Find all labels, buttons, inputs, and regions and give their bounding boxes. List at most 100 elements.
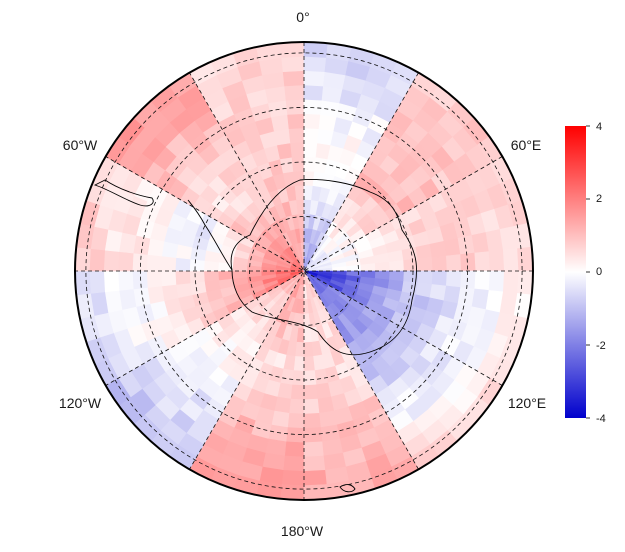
anomaly-field	[75, 42, 533, 500]
field-cell	[103, 270, 120, 293]
colorbar-tick-label: 4	[596, 121, 603, 133]
lon-label-60w: 60°W	[62, 137, 98, 153]
field-cell	[279, 42, 305, 58]
field-cell	[88, 248, 106, 272]
lon-label-0: 0°	[296, 9, 310, 25]
field-cell	[203, 260, 219, 272]
field-cell	[303, 141, 318, 158]
field-cell	[146, 270, 163, 288]
field-cell	[303, 455, 326, 472]
latitude-circle	[249, 216, 359, 326]
field-cell	[303, 370, 317, 386]
field-cell	[282, 70, 305, 87]
latitude-circle	[194, 161, 414, 381]
field-cell	[445, 270, 462, 288]
field-cell	[517, 246, 533, 272]
field-cell	[288, 398, 305, 415]
colorbar-ticks	[586, 125, 590, 419]
field-cell	[131, 270, 148, 290]
field-cell	[296, 199, 305, 215]
colorbar-tick-label: -2	[596, 340, 606, 352]
field-cell	[360, 263, 376, 272]
map-border	[74, 41, 534, 501]
field-cell	[285, 98, 305, 115]
field-cell	[417, 257, 434, 272]
field-cell	[303, 327, 312, 343]
field-cell	[417, 270, 434, 285]
meridian-line	[189, 72, 419, 470]
field-cell	[117, 270, 134, 291]
field-cell	[303, 427, 323, 444]
field-cell	[303, 70, 326, 87]
field-cell	[303, 341, 314, 358]
field-cell	[317, 396, 335, 414]
field-cell	[431, 255, 448, 272]
field-cell	[276, 142, 293, 160]
field-cell	[232, 270, 248, 279]
field-cell	[217, 270, 234, 281]
field-cell	[474, 270, 491, 291]
field-cell	[303, 484, 329, 500]
field-cell	[315, 382, 332, 400]
field-cell	[131, 252, 148, 272]
field-cell	[281, 469, 305, 487]
field-cell	[429, 240, 447, 258]
colorbar-gradient	[565, 126, 586, 418]
field-cell	[146, 254, 163, 272]
latitude-circle	[139, 106, 469, 436]
field-cell	[117, 251, 134, 272]
field-cell	[174, 270, 191, 285]
lon-label-120e: 120°E	[507, 395, 547, 411]
field-cell	[189, 258, 205, 272]
meridian-line	[105, 156, 503, 386]
field-cell	[203, 270, 219, 282]
field-cell	[281, 55, 305, 73]
field-cell	[75, 246, 91, 272]
field-cell	[147, 285, 165, 305]
field-cell	[443, 237, 461, 257]
field-cell	[374, 261, 391, 272]
field-cell	[287, 412, 305, 429]
field-cell	[460, 270, 477, 290]
field-cell	[303, 156, 317, 172]
field-cell	[460, 252, 477, 272]
field-cell	[284, 441, 305, 458]
field-cell	[160, 255, 177, 272]
field-cell	[303, 55, 327, 73]
field-cell	[103, 249, 120, 272]
graticule	[75, 42, 533, 500]
field-cell	[291, 156, 305, 172]
field-cell	[303, 98, 323, 115]
field-cell	[488, 249, 505, 272]
field-cell	[293, 170, 305, 186]
field-cell	[474, 251, 491, 272]
field-cell	[285, 427, 305, 444]
field-cell	[189, 270, 205, 284]
south-america-coastline	[93, 179, 154, 207]
field-cell	[502, 248, 520, 272]
field-cell	[282, 455, 305, 472]
field-cell	[270, 114, 290, 132]
field-cell	[445, 254, 462, 272]
field-cell	[303, 412, 321, 429]
field-cell	[291, 370, 305, 386]
field-cell	[174, 257, 191, 272]
meridian-line	[105, 156, 503, 386]
field-cell	[303, 469, 327, 487]
latitude-circle	[85, 52, 523, 490]
field-cell	[517, 270, 533, 296]
field-cell	[293, 356, 305, 372]
field-cell	[161, 284, 179, 302]
field-cell	[287, 113, 305, 130]
antarctic-peninsula-coastline	[187, 199, 233, 271]
colorbar	[565, 125, 590, 419]
lon-label-120w: 120°W	[58, 395, 102, 411]
field-cell	[303, 127, 320, 144]
field-cell	[75, 270, 91, 296]
field-cell	[303, 113, 321, 130]
field-cell	[318, 410, 338, 428]
lon-label-60e: 60°E	[510, 137, 542, 153]
field-cell	[303, 42, 329, 58]
field-cell	[303, 84, 324, 101]
